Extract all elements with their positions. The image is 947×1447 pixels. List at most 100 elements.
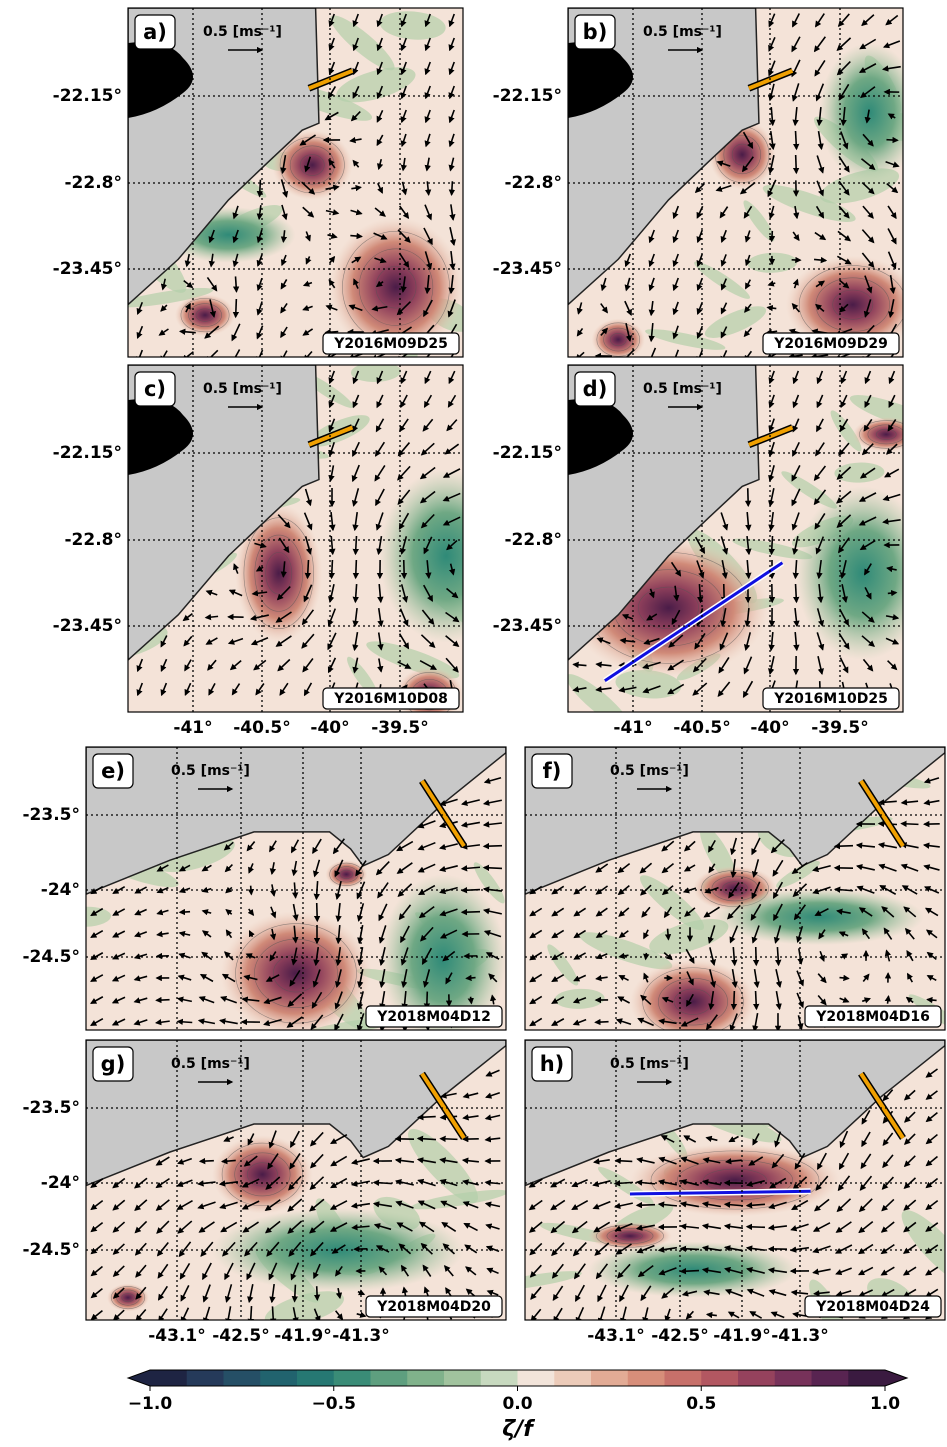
velocity-arrow xyxy=(551,929,565,939)
velocity-arrow xyxy=(752,946,760,967)
velocity-arrow xyxy=(887,419,897,432)
contour xyxy=(246,1162,278,1187)
velocity-arrow xyxy=(400,925,410,944)
velocity-arrow xyxy=(839,279,850,289)
velocity-arrow xyxy=(775,969,782,989)
velocity-arrow xyxy=(838,931,849,938)
velocity-arrow xyxy=(400,13,408,28)
velocity-arrow xyxy=(398,252,410,268)
velocity-arrow xyxy=(648,588,655,599)
section-line xyxy=(308,68,354,91)
velocity-arrow xyxy=(768,155,775,175)
velocity-arrow xyxy=(595,863,609,873)
velocity-arrow xyxy=(352,37,360,52)
velocity-arrow xyxy=(817,995,827,1006)
velocity-arrow xyxy=(229,660,242,671)
velocity-arrow xyxy=(154,1019,170,1026)
velocity-arrow xyxy=(334,991,343,1010)
velocity-arrow xyxy=(254,542,267,549)
velocity-arrow xyxy=(643,637,660,645)
velocity-arrow xyxy=(201,864,212,872)
velocity-arrow xyxy=(672,349,680,357)
velocity-arrow xyxy=(241,996,260,1003)
velocity-arrow xyxy=(281,204,288,221)
velocity-arrow xyxy=(178,930,191,938)
velocity-arrow xyxy=(465,974,476,982)
date-label: Y2018M04D24 xyxy=(815,1299,930,1315)
velocity-arrow xyxy=(417,820,436,829)
velocity-arrow xyxy=(858,516,877,526)
velocity-arrow xyxy=(463,1222,478,1232)
velocity-arrow xyxy=(302,206,315,218)
velocity-arrow xyxy=(269,928,277,941)
velocity-arrow xyxy=(862,205,874,219)
velocity-arrow xyxy=(268,1130,277,1149)
velocity-arrow xyxy=(202,1262,212,1281)
velocity-arrow xyxy=(729,925,739,944)
velocity-arrow xyxy=(424,133,431,148)
velocity-arrow xyxy=(180,1285,190,1302)
velocity-arrow xyxy=(448,157,455,172)
velocity-arrow xyxy=(926,974,937,982)
velocity-arrow xyxy=(791,302,801,313)
velocity-arrow xyxy=(372,1201,393,1208)
velocity-arrow xyxy=(572,661,587,669)
velocity-arrow xyxy=(330,1177,348,1189)
velocity-arrow xyxy=(879,885,897,895)
colorbar-swatch xyxy=(297,1370,335,1386)
y-tick-label: -23.45° xyxy=(493,616,562,636)
velocity-arrow xyxy=(205,637,218,645)
velocity-arrow xyxy=(445,611,460,623)
velocity-arrow xyxy=(815,280,826,288)
velocity-arrow xyxy=(422,969,431,988)
velocity-arrow xyxy=(135,1286,147,1300)
velocity-arrow xyxy=(291,860,298,877)
velocity-arrow xyxy=(692,657,707,673)
velocity-arrow xyxy=(111,974,126,982)
velocity-arrow xyxy=(269,862,277,875)
velocity-arrow xyxy=(302,280,313,287)
colorbar-extend xyxy=(885,1370,907,1386)
velocity-arrow xyxy=(399,608,409,627)
velocity-arrow xyxy=(439,886,458,895)
velocity-arrow xyxy=(833,886,853,893)
velocity-arrow xyxy=(815,536,825,555)
y-tick-label: -23.45° xyxy=(493,259,562,279)
velocity-arrow xyxy=(814,231,827,241)
colorbar-swatch xyxy=(738,1370,776,1386)
velocity-arrow xyxy=(184,682,192,696)
velocity-arrow xyxy=(445,972,453,985)
velocity-arrow xyxy=(768,205,775,220)
velocity-arrow xyxy=(160,304,168,312)
velocity-arrow xyxy=(743,632,752,651)
y-tick-label: -22.15° xyxy=(53,443,122,463)
velocity-arrow xyxy=(576,327,584,337)
velocity-arrow xyxy=(299,134,316,146)
velocity-arrow xyxy=(421,947,433,965)
velocity-arrow xyxy=(158,328,169,336)
velocity-arrow xyxy=(377,658,384,673)
velocity-arrow xyxy=(837,230,852,242)
contour xyxy=(235,923,357,1024)
velocity-arrow xyxy=(881,65,901,72)
velocity-arrow xyxy=(221,973,236,983)
velocity-arrow xyxy=(417,863,436,873)
velocity-arrow xyxy=(374,207,386,217)
velocity-arrow xyxy=(885,160,900,168)
velocity-arrow xyxy=(858,63,877,73)
velocity-arrow xyxy=(424,109,431,124)
label-box xyxy=(92,753,134,789)
velocity-arrow xyxy=(864,394,872,409)
velocity-arrow xyxy=(374,257,387,264)
contour xyxy=(299,154,325,176)
contour xyxy=(358,248,434,326)
velocity-arrow xyxy=(884,468,900,478)
velocity-arrow xyxy=(330,1133,348,1145)
velocity-arrow xyxy=(292,903,299,922)
label-box xyxy=(531,753,573,789)
label-box xyxy=(134,371,176,407)
velocity-arrow xyxy=(334,969,342,988)
velocity-arrow xyxy=(449,227,456,247)
velocity-arrow xyxy=(444,443,460,455)
velocity-arrow xyxy=(600,303,608,314)
